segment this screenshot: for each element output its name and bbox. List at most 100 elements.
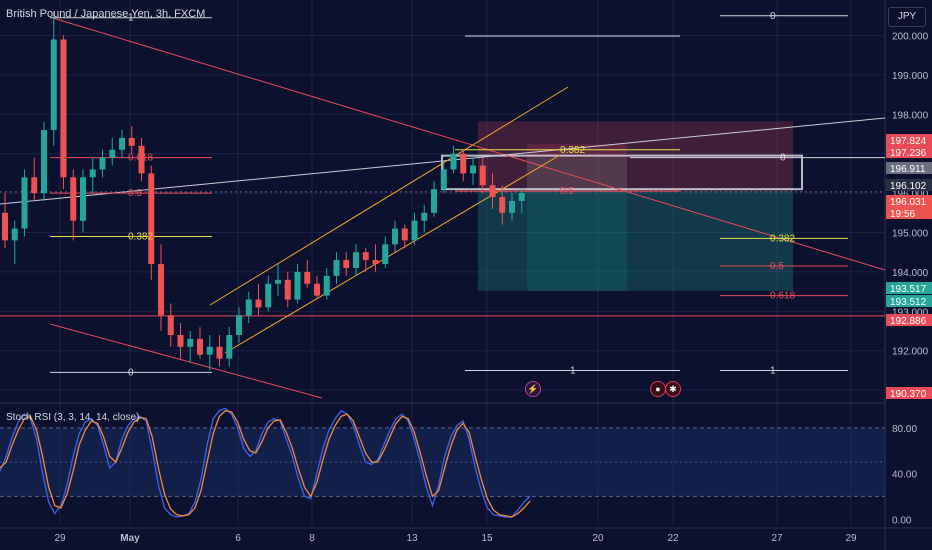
candle-body [460,153,467,174]
time-tick-label: 13 [406,533,418,544]
candle-body [31,177,38,194]
price-badge [886,162,932,174]
candle-body [2,212,8,241]
price-badge-label: 192.886 [890,316,927,327]
candle-body [489,185,496,198]
stoch-tick-label: 80.00 [892,424,917,435]
candle-body [50,39,57,131]
candle-body [440,169,447,190]
time-tick-label: 6 [235,533,241,544]
price-tick-label: 199.000 [892,71,929,82]
fib-left-label: 0 [128,367,134,378]
candle-body [80,177,86,221]
price-badge-label: 190.370 [890,389,927,400]
candle-body [148,173,155,265]
uk-flag-icon[interactable]: ✱ [665,381,681,397]
candle-body [411,220,418,241]
fib-right-label: 0.618 [770,291,795,302]
price-tick-label: 195.000 [892,229,929,240]
fib-left-label: 1 [128,13,134,24]
time-tick-label: 15 [481,533,493,544]
candle-body [11,228,18,241]
candle-body [89,169,96,178]
candle-body [304,271,311,284]
candle-body [60,39,67,178]
price-axis: 200.000199.000198.000197.000196.000195.0… [886,31,932,526]
price-badge-label: 193.512 [890,297,927,308]
stoch-k-line [0,407,531,518]
candle-body [382,244,389,265]
price-badge-label: 196.102 [890,181,927,192]
price-badge-label: 193.517 [890,284,927,295]
candle-body [479,165,486,186]
candle-body [167,315,174,335]
fib-mid-label: 0.5 [560,186,574,197]
candle-body [275,279,281,284]
price-tick-label: 200.000 [892,31,929,42]
fib-labels: 1 0.618 0.5 0.382 0 0 0.382 0.5 0.618 1 0.382 0.5 0 1 [128,11,795,379]
candle-body [450,153,457,170]
fib-right-label: 0 [770,11,776,22]
candle-body [333,260,340,276]
price-badge-label: 197.236 [890,148,927,159]
candle-body [177,334,184,347]
price-badge [886,134,932,146]
price-badge [886,282,932,294]
candle-body [109,149,116,158]
candle-body [70,177,77,221]
take-profit-zone-inner [527,157,627,291]
stoch-tick-label: 40.00 [892,470,917,481]
candle-body [99,157,106,170]
candle-body [362,252,369,261]
stoch-d-line [0,409,531,518]
take-profit-zone [478,191,793,291]
fib-right-label: 1 [770,365,776,376]
position-zones [441,121,803,291]
lower-trendline [49,323,323,399]
lightning-icon[interactable]: ⚡ [525,381,541,397]
time-tick-label: 20 [592,533,604,544]
candle-body [372,260,379,265]
candle-body [21,177,28,229]
price-badge-label: 197.824 [890,136,927,147]
candle-body [255,299,262,308]
price-tick-label: 193.000 [892,307,929,318]
candle-body [392,228,398,245]
price-badge [886,314,932,326]
countdown-label: 19:56 [890,209,915,220]
candle-body [138,145,145,174]
fib-right-label: 0.5 [770,261,784,272]
stoch-band [0,427,885,497]
time-tick-label: 29 [845,533,857,544]
ascending-resistance [0,117,886,205]
price-badge [886,295,932,307]
candle-body [518,193,525,201]
time-tick-label: 8 [309,533,315,544]
candle-body [41,130,47,194]
price-tick-label: 198.000 [892,110,929,121]
price-tick-label: 192.000 [892,347,929,358]
candle-body [206,346,213,355]
price-badge-label: 196.031 [890,197,927,208]
time-tick-label: 22 [667,533,679,544]
candle-body [245,299,252,316]
chart-title: British Pound / Japanese Yen, 3h, FXCM [6,8,206,20]
fib-zero-label: 0 [780,153,786,164]
time-axis: 29 May 6 8 13 15 20 22 27 29 [54,533,857,544]
candle-body [499,197,506,213]
currency-button[interactable]: JPY [888,7,926,27]
time-tick-label: 29 [54,533,66,544]
price-badge-label: 196.911 [890,164,926,175]
candle-body [158,264,164,316]
event-flag-icon[interactable]: ● [650,381,666,397]
price-badge [886,195,932,219]
candle-body [226,334,233,359]
candle-body [431,189,437,213]
fib-left-label: 0.5 [128,188,142,199]
candle-body [421,212,428,221]
price-tick-label: 196.000 [892,189,929,200]
fib-mid-label: 0.382 [560,145,585,156]
price-badge [886,146,932,158]
